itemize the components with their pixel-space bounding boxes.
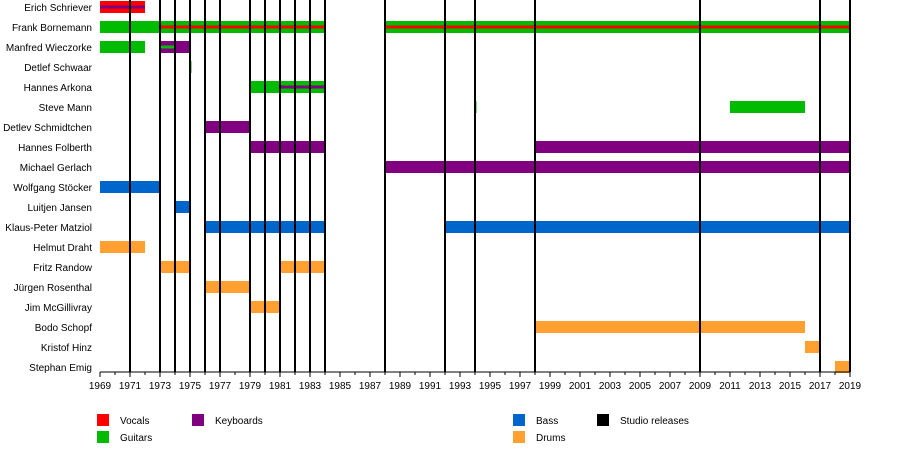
bar-guitars bbox=[100, 41, 145, 53]
bar-keyboards bbox=[535, 141, 850, 153]
member-name: Stephan Emig bbox=[29, 363, 92, 374]
legend-label-drums: Drums bbox=[536, 433, 565, 444]
x-tick-label: 1997 bbox=[509, 381, 532, 392]
legend-swatch-keyboards bbox=[192, 414, 204, 426]
member-name: Detlef Schwaar bbox=[24, 63, 92, 74]
x-tick-label: 2001 bbox=[569, 381, 592, 392]
x-tick-label: 2009 bbox=[689, 381, 712, 392]
x-tick-label: 1989 bbox=[389, 381, 412, 392]
bar-guitars bbox=[730, 101, 805, 113]
legend-label-guitars: Guitars bbox=[120, 433, 152, 444]
x-tick-label: 1987 bbox=[359, 381, 382, 392]
member-name: Michael Gerlach bbox=[20, 163, 92, 174]
member-names: Erich Schriever Frank Bornemann Manfred Wi… bbox=[3, 3, 93, 374]
x-tick-label: 1977 bbox=[209, 381, 232, 392]
x-tick-label: 1979 bbox=[239, 381, 262, 392]
x-tick-label: 1983 bbox=[299, 381, 322, 392]
member-name: Luitjen Jansen bbox=[28, 203, 93, 214]
bar-drums bbox=[205, 281, 250, 293]
member-name: Helmut Draht bbox=[33, 243, 92, 254]
legend-swatch-studio bbox=[597, 414, 609, 426]
studio-lines-layer bbox=[129, 0, 851, 372]
member-name: Kristof Hinz bbox=[41, 343, 92, 354]
member-name: Manfred Wieczorke bbox=[6, 43, 93, 54]
x-axis: 1969 1971 1973 1975 1977 1979 1981 1983 1985 1987… bbox=[89, 371, 862, 392]
secondary-bar-keyboards bbox=[100, 5, 145, 9]
secondary-bar-vocals bbox=[385, 25, 850, 29]
bar-drums bbox=[805, 341, 820, 353]
bars-layer bbox=[100, 1, 850, 373]
legend-swatch-drums bbox=[513, 431, 525, 443]
member-name: Detlev Schmidtchen bbox=[3, 123, 92, 134]
legend-label-bass: Bass bbox=[536, 416, 558, 427]
bar-bass bbox=[445, 221, 850, 233]
bar-keyboards bbox=[205, 121, 250, 133]
legend-swatch-bass bbox=[513, 414, 525, 426]
member-name: Hannes Folberth bbox=[18, 143, 92, 154]
member-name: Hannes Arkona bbox=[24, 83, 93, 94]
member-name: Jim McGillivray bbox=[25, 303, 92, 314]
x-tick-label: 1981 bbox=[269, 381, 292, 392]
x-tick-label: 2007 bbox=[659, 381, 682, 392]
bar-drums bbox=[835, 361, 850, 373]
legend-swatch-vocals bbox=[97, 414, 109, 426]
x-tick-label: 1973 bbox=[149, 381, 172, 392]
legend-label-keyboards: Keyboards bbox=[215, 416, 263, 427]
legend-label-vocals: Vocals bbox=[120, 416, 149, 427]
x-tick-label: 2011 bbox=[719, 381, 741, 392]
x-tick-label: 1993 bbox=[449, 381, 472, 392]
bar-bass bbox=[175, 201, 190, 213]
bar-drums bbox=[280, 261, 325, 273]
x-tick-label: 2019 bbox=[839, 381, 862, 392]
x-tick-label: 2013 bbox=[749, 381, 772, 392]
member-name: Fritz Randow bbox=[33, 263, 93, 274]
member-name: Bodo Schopf bbox=[35, 323, 92, 334]
member-name: Klaus-Peter Matziol bbox=[5, 223, 92, 234]
member-name: Erich Schriever bbox=[24, 3, 92, 14]
bar-keyboards bbox=[250, 141, 325, 153]
x-tick-label: 1971 bbox=[119, 381, 142, 392]
legend-swatch-guitars bbox=[97, 431, 109, 443]
secondary-bar-guitars bbox=[160, 45, 175, 49]
x-tick-label: 2015 bbox=[779, 381, 802, 392]
legend: Vocals Guitars Keyboards Bass Drums Studio re… bbox=[97, 414, 689, 444]
member-name: Steve Mann bbox=[39, 103, 92, 114]
secondary-bar-keyboards bbox=[280, 85, 325, 89]
x-tick-label: 2003 bbox=[599, 381, 622, 392]
bar-drums bbox=[100, 241, 145, 253]
x-tick-label: 2005 bbox=[629, 381, 652, 392]
legend-label-studio: Studio releases bbox=[620, 416, 689, 427]
x-tick-label: 1975 bbox=[179, 381, 202, 392]
member-name: Jürgen Rosenthal bbox=[14, 283, 92, 294]
x-tick-label: 1985 bbox=[329, 381, 352, 392]
bar-keyboards bbox=[385, 161, 850, 173]
member-name: Frank Bornemann bbox=[12, 23, 92, 34]
x-tick-label: 1969 bbox=[89, 381, 112, 392]
x-tick-label: 1995 bbox=[479, 381, 502, 392]
secondary-bar-vocals bbox=[160, 25, 325, 29]
x-tick-label: 2017 bbox=[809, 381, 832, 392]
bar-drums bbox=[535, 321, 805, 333]
x-tick-label: 1999 bbox=[539, 381, 562, 392]
x-tick-label: 1991 bbox=[419, 381, 442, 392]
member-name: Wolfgang Stöcker bbox=[13, 183, 92, 194]
